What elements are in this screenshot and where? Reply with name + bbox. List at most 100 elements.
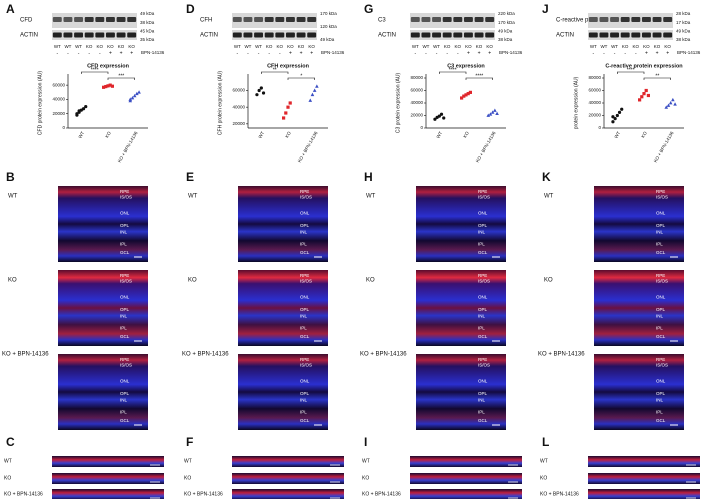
lane-label: KO bbox=[444, 44, 451, 49]
x-tick-label: KO + BPN-14136 bbox=[297, 130, 319, 163]
data-point bbox=[84, 104, 88, 109]
kda-marker: 38 kDa bbox=[140, 20, 155, 25]
lane-label: KO bbox=[465, 44, 472, 49]
blot-band bbox=[620, 32, 630, 38]
layer-label: IPL bbox=[300, 325, 307, 330]
blot-band bbox=[275, 17, 285, 22]
layer-label: RPE bbox=[478, 357, 487, 362]
strip-label: KO + BPN-14136 bbox=[4, 491, 43, 497]
blot-band bbox=[243, 32, 253, 38]
lane-label: KO bbox=[277, 44, 284, 49]
blot-band-area bbox=[588, 13, 673, 28]
blot-actin: ACTIN bbox=[20, 33, 38, 39]
layer-label: IS/OS bbox=[478, 194, 490, 199]
treatment-mark: + bbox=[120, 50, 123, 56]
blot-band bbox=[599, 17, 609, 22]
treatment-mark: - bbox=[425, 50, 427, 56]
blot-band bbox=[652, 17, 662, 22]
blot-band bbox=[296, 17, 306, 22]
blot-band bbox=[588, 17, 598, 22]
data-point bbox=[442, 116, 446, 120]
blot-band bbox=[432, 32, 442, 38]
treatment-mark: - bbox=[247, 50, 249, 56]
layer-label: ONL bbox=[300, 294, 310, 299]
layer-label: ONL bbox=[120, 294, 130, 299]
data-point bbox=[106, 84, 110, 88]
blot-band bbox=[474, 17, 484, 22]
retina-image bbox=[416, 354, 506, 430]
significance-bracket bbox=[643, 77, 671, 80]
y-axis-label: CFH protein expression (AU) bbox=[217, 71, 223, 136]
kda-marker: 220 kDa bbox=[498, 11, 515, 16]
treatment-mark: - bbox=[614, 50, 616, 56]
treatment-mark: - bbox=[624, 50, 626, 56]
retina-image bbox=[238, 270, 328, 346]
blot-band bbox=[74, 32, 84, 38]
strip-label: KO + BPN-14136 bbox=[540, 491, 579, 497]
kda-marker: 170 kDa bbox=[320, 11, 337, 16]
blot-band bbox=[588, 32, 598, 38]
group-label: KO bbox=[8, 278, 17, 284]
treatment-label: BPN-14136 bbox=[677, 50, 701, 55]
layer-label: RPE bbox=[300, 273, 309, 278]
plot-title: C-reactive protein expression bbox=[605, 63, 683, 69]
y-tick-label: 60000 bbox=[588, 88, 601, 93]
layer-label: ONL bbox=[478, 378, 488, 383]
layer-label: IPL bbox=[478, 409, 485, 414]
layer-label: ONL bbox=[478, 294, 488, 299]
retina-image bbox=[58, 270, 148, 346]
blot-actin: ACTIN bbox=[556, 33, 574, 39]
group-label: WT bbox=[366, 194, 376, 200]
layer-label: RPE bbox=[120, 273, 129, 278]
treatment-mark: - bbox=[592, 50, 594, 56]
data-point bbox=[638, 98, 642, 102]
treatment-mark: - bbox=[446, 50, 448, 56]
panel-letter: K bbox=[542, 170, 551, 184]
lane-label: WT bbox=[590, 44, 597, 49]
layer-label: INL bbox=[478, 313, 486, 318]
layer-label: IPL bbox=[120, 325, 127, 330]
strip-label: KO bbox=[4, 475, 11, 481]
y-tick-label: 40000 bbox=[52, 97, 65, 102]
blot-band bbox=[453, 17, 463, 22]
layer-label: GCL bbox=[120, 418, 130, 423]
blot-band bbox=[631, 17, 641, 22]
y-axis-label: C3 protein expression (AU) bbox=[395, 73, 401, 134]
blot-band-area bbox=[410, 13, 495, 28]
group-label: KO + BPN-14136 bbox=[2, 352, 49, 358]
lane-label: KO bbox=[86, 44, 93, 49]
layer-label: OPL bbox=[656, 307, 666, 312]
lane-label: KO bbox=[654, 44, 661, 49]
layer-label: INL bbox=[300, 313, 308, 318]
layer-label: IS/OS bbox=[300, 194, 312, 199]
data-point bbox=[493, 108, 497, 112]
panel-letter: C bbox=[6, 435, 15, 449]
treatment-mark: + bbox=[488, 50, 491, 56]
blot-band bbox=[453, 32, 463, 38]
data-point bbox=[308, 98, 313, 102]
data-point bbox=[257, 88, 261, 93]
treatment-mark: + bbox=[130, 50, 133, 56]
blot-protein: C-reactive protein bbox=[556, 18, 603, 24]
retina-image bbox=[58, 354, 148, 430]
y-tick-label: 20000 bbox=[52, 111, 65, 116]
layer-label: IPL bbox=[300, 241, 307, 246]
layer-label: INL bbox=[656, 229, 664, 234]
lane-label: KO bbox=[308, 44, 315, 49]
data-point bbox=[486, 113, 491, 117]
plot-title: CFD expression bbox=[87, 63, 130, 69]
kda-marker: 49 kDa bbox=[140, 11, 155, 16]
blot-protein: C3 bbox=[378, 18, 386, 24]
layer-label: IS/OS bbox=[656, 278, 668, 283]
lane-label: WT bbox=[600, 44, 607, 49]
significance-bracket bbox=[107, 77, 135, 80]
lane-label: KO bbox=[633, 44, 640, 49]
layer-label: GCL bbox=[478, 418, 488, 423]
blot-band-area bbox=[52, 13, 137, 28]
layer-label: RPE bbox=[478, 189, 487, 194]
strip-image bbox=[588, 456, 700, 467]
panel-letter: D bbox=[186, 2, 195, 16]
lane-label: WT bbox=[234, 44, 241, 49]
blot-band-area bbox=[588, 30, 673, 40]
y-tick-label: 40000 bbox=[410, 100, 423, 105]
